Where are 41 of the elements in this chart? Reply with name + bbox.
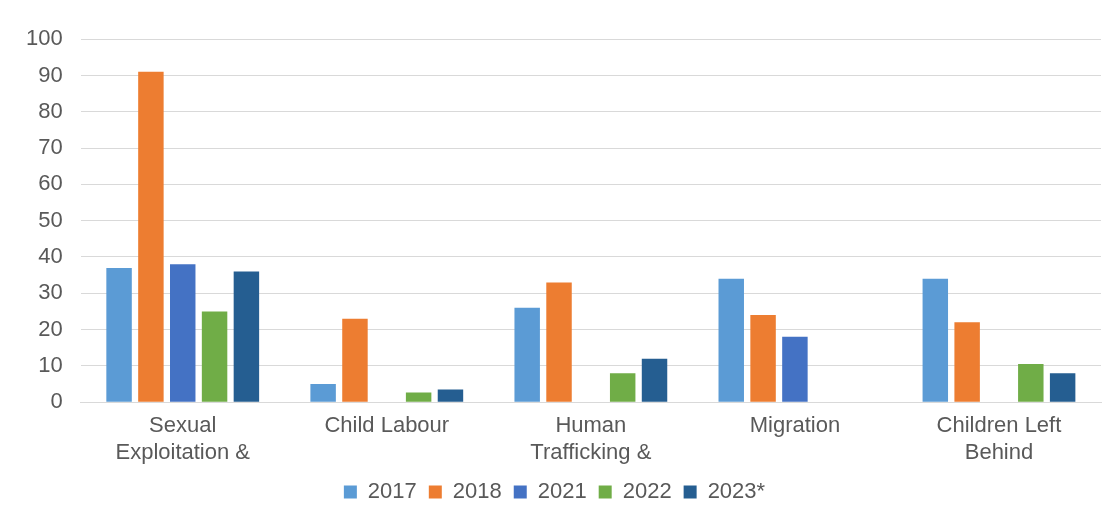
legend-label: 2022 — [622, 478, 672, 504]
x-tick-label: Human Trafficking & — [530, 412, 652, 464]
bar — [405, 392, 432, 402]
bar — [170, 264, 196, 402]
bar — [233, 271, 260, 402]
y-tick-label: 70 — [38, 134, 63, 160]
bar — [310, 384, 336, 402]
y-tick-label: 10 — [38, 351, 63, 377]
bar — [750, 315, 776, 402]
bar — [437, 389, 464, 402]
legend-label: 2021 — [537, 478, 587, 504]
x-tick-label: Child Labour — [324, 412, 450, 438]
bar — [782, 336, 808, 402]
y-tick-label: 60 — [38, 170, 63, 196]
bar — [1049, 373, 1076, 402]
y-tick-label: 100 — [25, 25, 63, 51]
bar — [922, 278, 949, 402]
y-tick-label: 40 — [38, 243, 63, 269]
bar — [342, 318, 368, 402]
y-tick-label: 90 — [38, 61, 63, 87]
legend-label: 2023* — [707, 478, 766, 504]
y-tick-label: 80 — [38, 97, 63, 123]
y-tick-label: 0 — [50, 388, 63, 414]
bar — [106, 267, 132, 402]
legend-label: 2018 — [452, 478, 502, 504]
bar — [718, 278, 744, 402]
bar — [641, 358, 668, 402]
bar — [609, 373, 636, 402]
y-tick-label: 30 — [38, 279, 63, 305]
y-tick-label: 20 — [38, 315, 63, 341]
bar — [1018, 364, 1044, 402]
y-tick-label: 50 — [38, 206, 63, 232]
bar — [954, 322, 980, 402]
x-tick-label: Sexual Exploitation & — [115, 412, 251, 464]
bar — [138, 71, 164, 402]
x-tick-label: Migration — [749, 412, 841, 438]
x-tick-label: Children Left Behind — [936, 412, 1062, 464]
bar — [514, 307, 540, 402]
bar — [546, 282, 572, 402]
bar — [201, 311, 228, 402]
legend-label: 2017 — [367, 478, 417, 504]
